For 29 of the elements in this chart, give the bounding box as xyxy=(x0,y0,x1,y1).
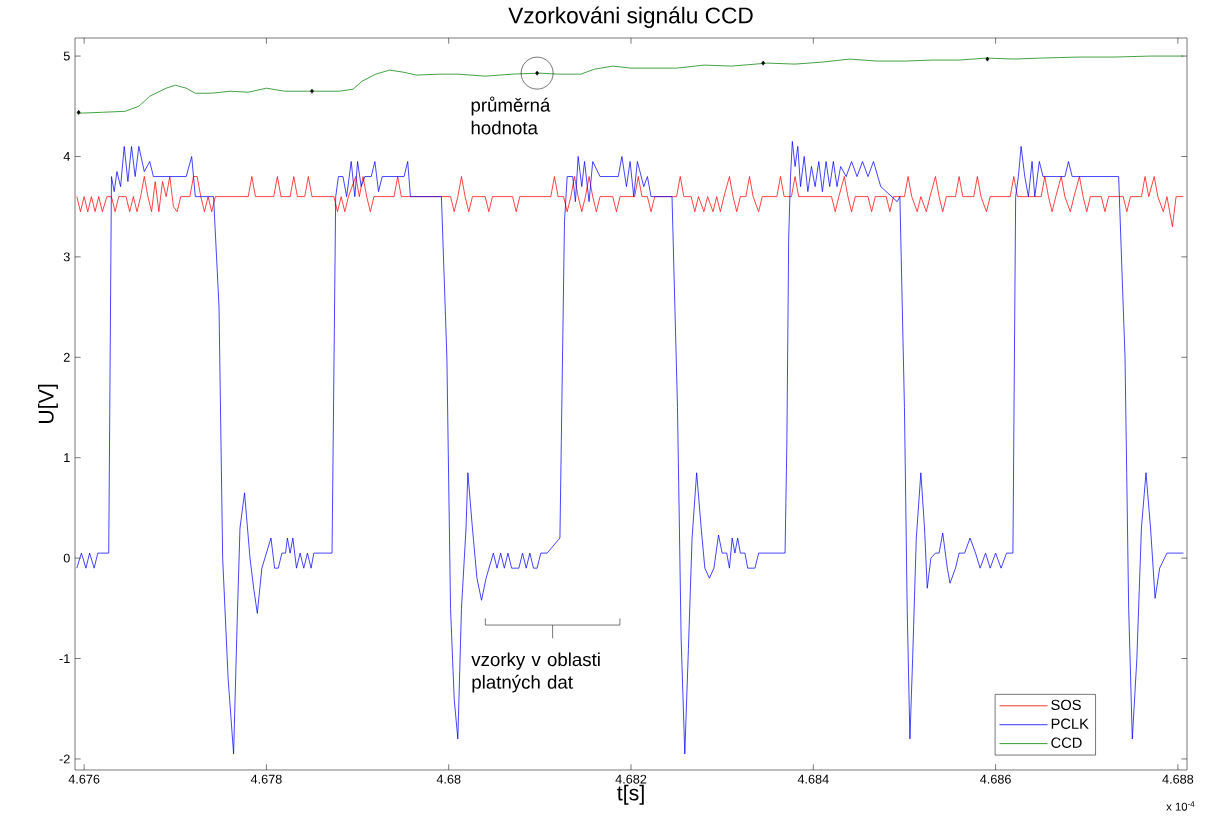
annotation: vzorky v oblasti platných dat xyxy=(471,652,600,693)
y-tick-label: 1 xyxy=(64,453,70,463)
x-tick-label: 4.68 xyxy=(436,774,461,784)
y-tick-label: 3 xyxy=(63,252,70,262)
text: x 10$^{-4}$ xyxy=(1166,801,1195,811)
y-tick-label: -1 xyxy=(59,654,70,663)
y-tick-label: 4 xyxy=(63,152,70,161)
y-tick-label: 0 xyxy=(63,553,70,563)
x-tick-label: 4.678 xyxy=(250,774,282,784)
legend-label: CCD xyxy=(1051,737,1082,748)
x-tick-label: 4.686 xyxy=(980,774,1011,784)
point xyxy=(310,88,314,94)
point xyxy=(761,60,766,66)
y-tick-label: 2 xyxy=(63,352,70,362)
y-tick-label: -2 xyxy=(59,754,70,764)
x-tick-label: 4.676 xyxy=(68,774,100,784)
x-tick-label: 4.684 xyxy=(797,774,829,784)
point xyxy=(985,56,990,62)
chart-title: Vzorkováni signálu CCD xyxy=(508,6,753,28)
annotation: průměrná hodnota xyxy=(471,96,551,135)
x-tick-label: 4.688 xyxy=(1162,774,1194,784)
point xyxy=(76,109,81,115)
y-axis-title: U[V] xyxy=(38,384,58,424)
legend-label: SOS xyxy=(1051,699,1081,711)
line-series xyxy=(76,176,1184,228)
x-tick-label: 4.682 xyxy=(615,774,647,784)
x-axis-title: t[s] xyxy=(617,784,644,805)
legend-label: PCLK xyxy=(1051,718,1089,729)
y-tick-label: 5 xyxy=(63,51,70,61)
